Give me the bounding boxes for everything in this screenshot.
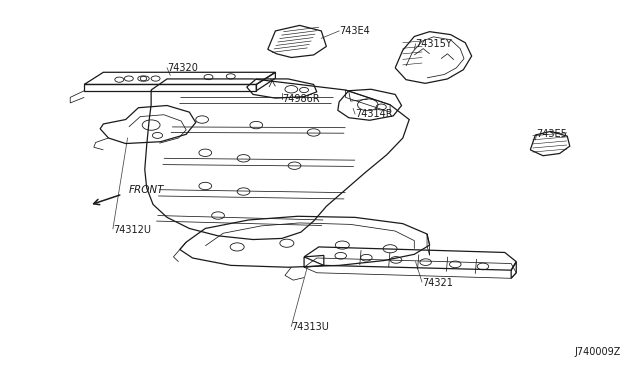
Text: 74312U: 74312U [113, 225, 151, 235]
Text: 74313U: 74313U [291, 322, 329, 332]
Text: J740009Z: J740009Z [574, 347, 621, 357]
Text: 74314R: 74314R [355, 109, 393, 119]
Text: 74320: 74320 [167, 63, 198, 73]
Text: 74315Y: 74315Y [415, 39, 452, 49]
Text: 74321: 74321 [422, 278, 453, 288]
Text: FRONT: FRONT [129, 185, 164, 195]
Text: 743E4: 743E4 [339, 26, 370, 36]
Text: 743E5: 743E5 [537, 129, 568, 139]
Text: 74986R: 74986R [282, 94, 319, 104]
